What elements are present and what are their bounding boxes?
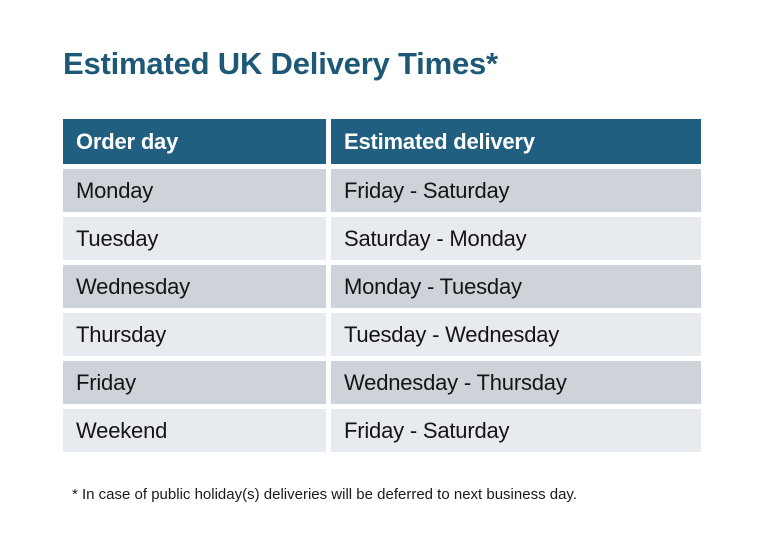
order-day-cell: Monday xyxy=(63,169,326,212)
order-day-cell: Weekend xyxy=(63,409,326,452)
order-day-cell: Tuesday xyxy=(63,217,326,260)
delivery-times-table: Order day Estimated delivery Monday Frid… xyxy=(63,119,701,452)
column-header-estimated-delivery: Estimated delivery xyxy=(331,119,701,164)
order-day-cell: Wednesday xyxy=(63,265,326,308)
column-header-order-day: Order day xyxy=(63,119,326,164)
page-title: Estimated UK Delivery Times* xyxy=(63,46,498,81)
delivery-cell: Wednesday - Thursday xyxy=(331,361,701,404)
footnote: * In case of public holiday(s) deliverie… xyxy=(72,486,577,503)
delivery-cell: Monday - Tuesday xyxy=(331,265,701,308)
delivery-cell: Friday - Saturday xyxy=(331,409,701,452)
delivery-cell: Saturday - Monday xyxy=(331,217,701,260)
order-day-cell: Thursday xyxy=(63,313,326,356)
order-day-cell: Friday xyxy=(63,361,326,404)
delivery-cell: Friday - Saturday xyxy=(331,169,701,212)
delivery-cell: Tuesday - Wednesday xyxy=(331,313,701,356)
